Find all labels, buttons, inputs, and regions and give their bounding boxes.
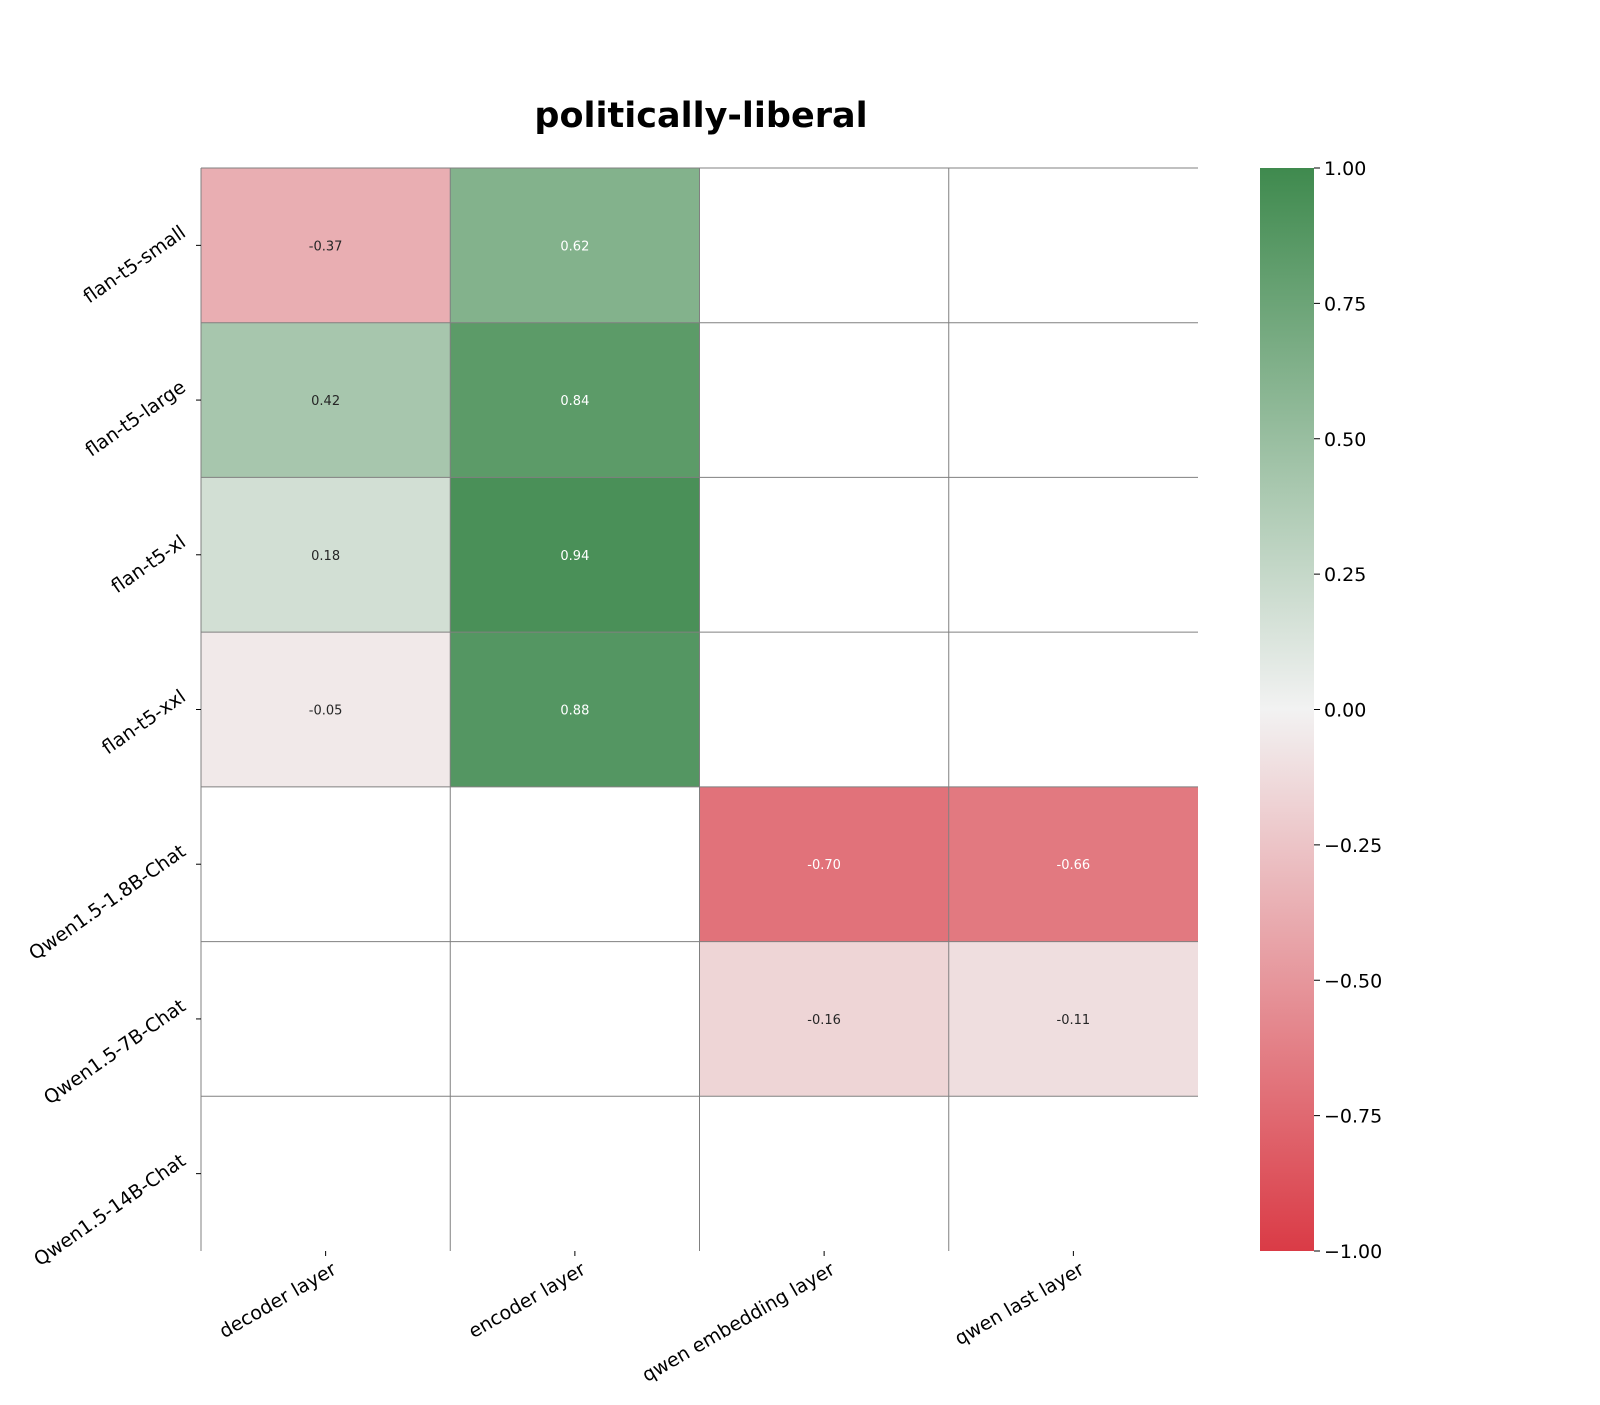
cell-value-label: -0.70 xyxy=(807,858,841,873)
x-tick-label: decoder layer xyxy=(216,1258,341,1343)
cell-value-labels: -0.37 0.62 0.42 0.84 0.18 0.94 -0.05 0.88 -0.70 -… xyxy=(309,239,1090,1028)
y-tick-label: Qwen1.5-1.8B-Chat xyxy=(25,840,190,965)
colorbar-tick-label: 0.25 xyxy=(1324,564,1366,586)
y-tick-label: flan-t5-xl xyxy=(107,531,190,598)
x-tick-label: qwen embedding layer xyxy=(638,1258,838,1386)
cell-value-label: -0.66 xyxy=(1057,858,1091,873)
cell-value-label: 0.84 xyxy=(560,394,589,409)
y-tick-label: flan-t5-small xyxy=(79,221,190,308)
colorbar-tick-label: −0.25 xyxy=(1324,835,1382,857)
heatmap-cell xyxy=(699,786,949,942)
heatmap-cell xyxy=(201,477,451,633)
colorbar-tick-label: 0.50 xyxy=(1324,429,1366,451)
x-tick-label: qwen last layer xyxy=(951,1258,1088,1350)
heatmap-cell xyxy=(450,477,700,633)
heatmap-cell xyxy=(948,941,1198,1097)
y-tick-label: flan-t5-large xyxy=(81,376,190,461)
heatmap-cell xyxy=(201,168,451,323)
heatmap-cell xyxy=(450,322,700,478)
cell-value-label: 0.88 xyxy=(560,704,589,719)
colorbar-tick-label: 0.75 xyxy=(1324,293,1366,315)
colorbar: 1.00 0.75 0.50 0.25 0.00 −0.25 −0.50 −0.75 −1.00 xyxy=(1260,158,1382,1263)
cell-value-label: 0.94 xyxy=(560,549,589,564)
cell-value-label: 0.18 xyxy=(311,549,340,564)
y-tick-label: Qwen1.5-14B-Chat xyxy=(30,1150,190,1271)
chart-title: politically-liberal xyxy=(534,96,867,136)
heatmap-cell xyxy=(948,786,1198,942)
heatmap-cell xyxy=(699,941,949,1097)
cell-value-label: -0.37 xyxy=(309,239,343,254)
cell-value-label: 0.42 xyxy=(311,394,340,409)
x-axis: decoder layer encoder layer qwen embedding… xyxy=(216,1251,1088,1387)
heatmap-cell xyxy=(201,632,451,787)
colorbar-tick-label: −1.00 xyxy=(1324,1241,1382,1263)
colorbar-tick-label: 1.00 xyxy=(1324,158,1366,180)
heatmap-cell xyxy=(450,168,700,323)
heatmap-cell xyxy=(450,632,700,787)
y-tick-label: Qwen1.5-7B-Chat xyxy=(40,995,190,1109)
heatmap-cell xyxy=(201,322,451,478)
heatmap-grid xyxy=(200,167,1198,1251)
colorbar-tick-label: −0.75 xyxy=(1324,1106,1382,1128)
colorbar-gradient xyxy=(1260,168,1314,1251)
cell-value-label: -0.05 xyxy=(309,704,343,719)
y-tick-label: flan-t5-xxl xyxy=(98,686,190,759)
colorbar-tick-label: −0.50 xyxy=(1324,970,1382,992)
colorbar-tick-label: 0.00 xyxy=(1324,700,1366,722)
cell-value-label: -0.11 xyxy=(1057,1013,1091,1028)
heatmap-cells xyxy=(201,168,1198,1097)
cell-value-label: -0.16 xyxy=(807,1013,841,1028)
cell-value-label: 0.62 xyxy=(560,239,589,254)
x-tick-label: encoder layer xyxy=(465,1258,590,1343)
y-axis: flan-t5-small flan-t5-large flan-t5-xl flan… xyxy=(25,221,201,1271)
